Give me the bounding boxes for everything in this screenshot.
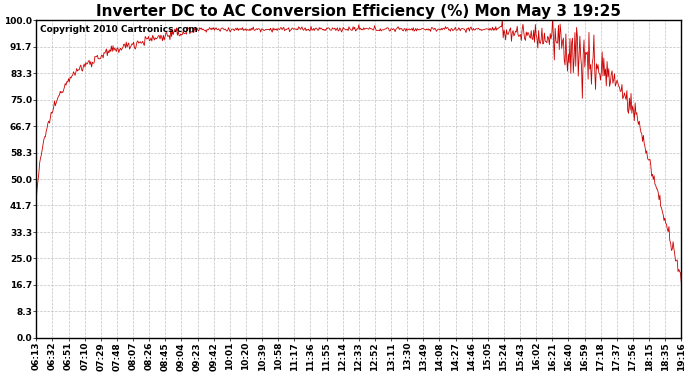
Text: Copyright 2010 Cartronics.com: Copyright 2010 Cartronics.com	[39, 25, 197, 34]
Title: Inverter DC to AC Conversion Efficiency (%) Mon May 3 19:25: Inverter DC to AC Conversion Efficiency …	[97, 4, 621, 19]
